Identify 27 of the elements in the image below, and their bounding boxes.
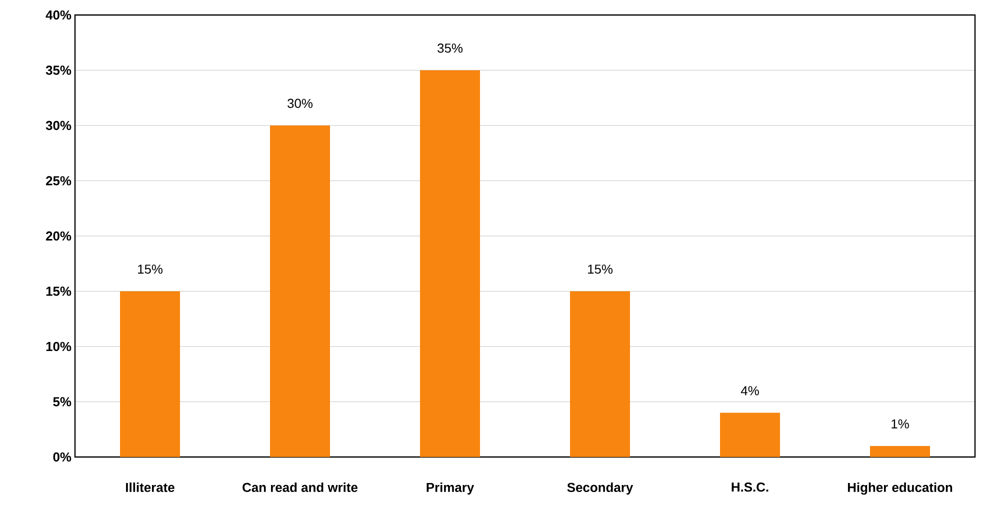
y-tick-label: 0% [53, 452, 72, 462]
data-label: 15% [588, 264, 613, 274]
y-tick-label: 5% [53, 397, 72, 406]
x-tick-label: Can read and write [242, 482, 358, 492]
data-label: 35% [438, 44, 463, 53]
y-tick-label: 10% [46, 342, 72, 352]
y-tick-label: 20% [46, 231, 72, 241]
bar [870, 446, 930, 457]
y-tick-label: 25% [46, 176, 72, 186]
bar [420, 70, 480, 457]
x-tick-label: Illiterate [126, 482, 174, 492]
data-label: 15% [138, 264, 163, 274]
y-tick-label: 40% [46, 10, 72, 20]
y-tick-label: 35% [46, 66, 72, 75]
x-tick-label: Higher education [848, 482, 952, 495]
data-label: 1% [892, 419, 909, 428]
bar [270, 126, 330, 457]
bar [570, 291, 630, 457]
x-tick-label: Secondary [567, 482, 634, 495]
x-tick-label: Primary [426, 482, 474, 495]
y-tick-label: 15% [46, 286, 72, 296]
bar [720, 412, 780, 457]
x-tick-label: H.S.C. [732, 482, 768, 492]
y-tick-label: 30% [46, 120, 72, 130]
data-label: 4% [740, 386, 759, 396]
data-label: 30% [288, 98, 313, 108]
bar [120, 291, 180, 457]
